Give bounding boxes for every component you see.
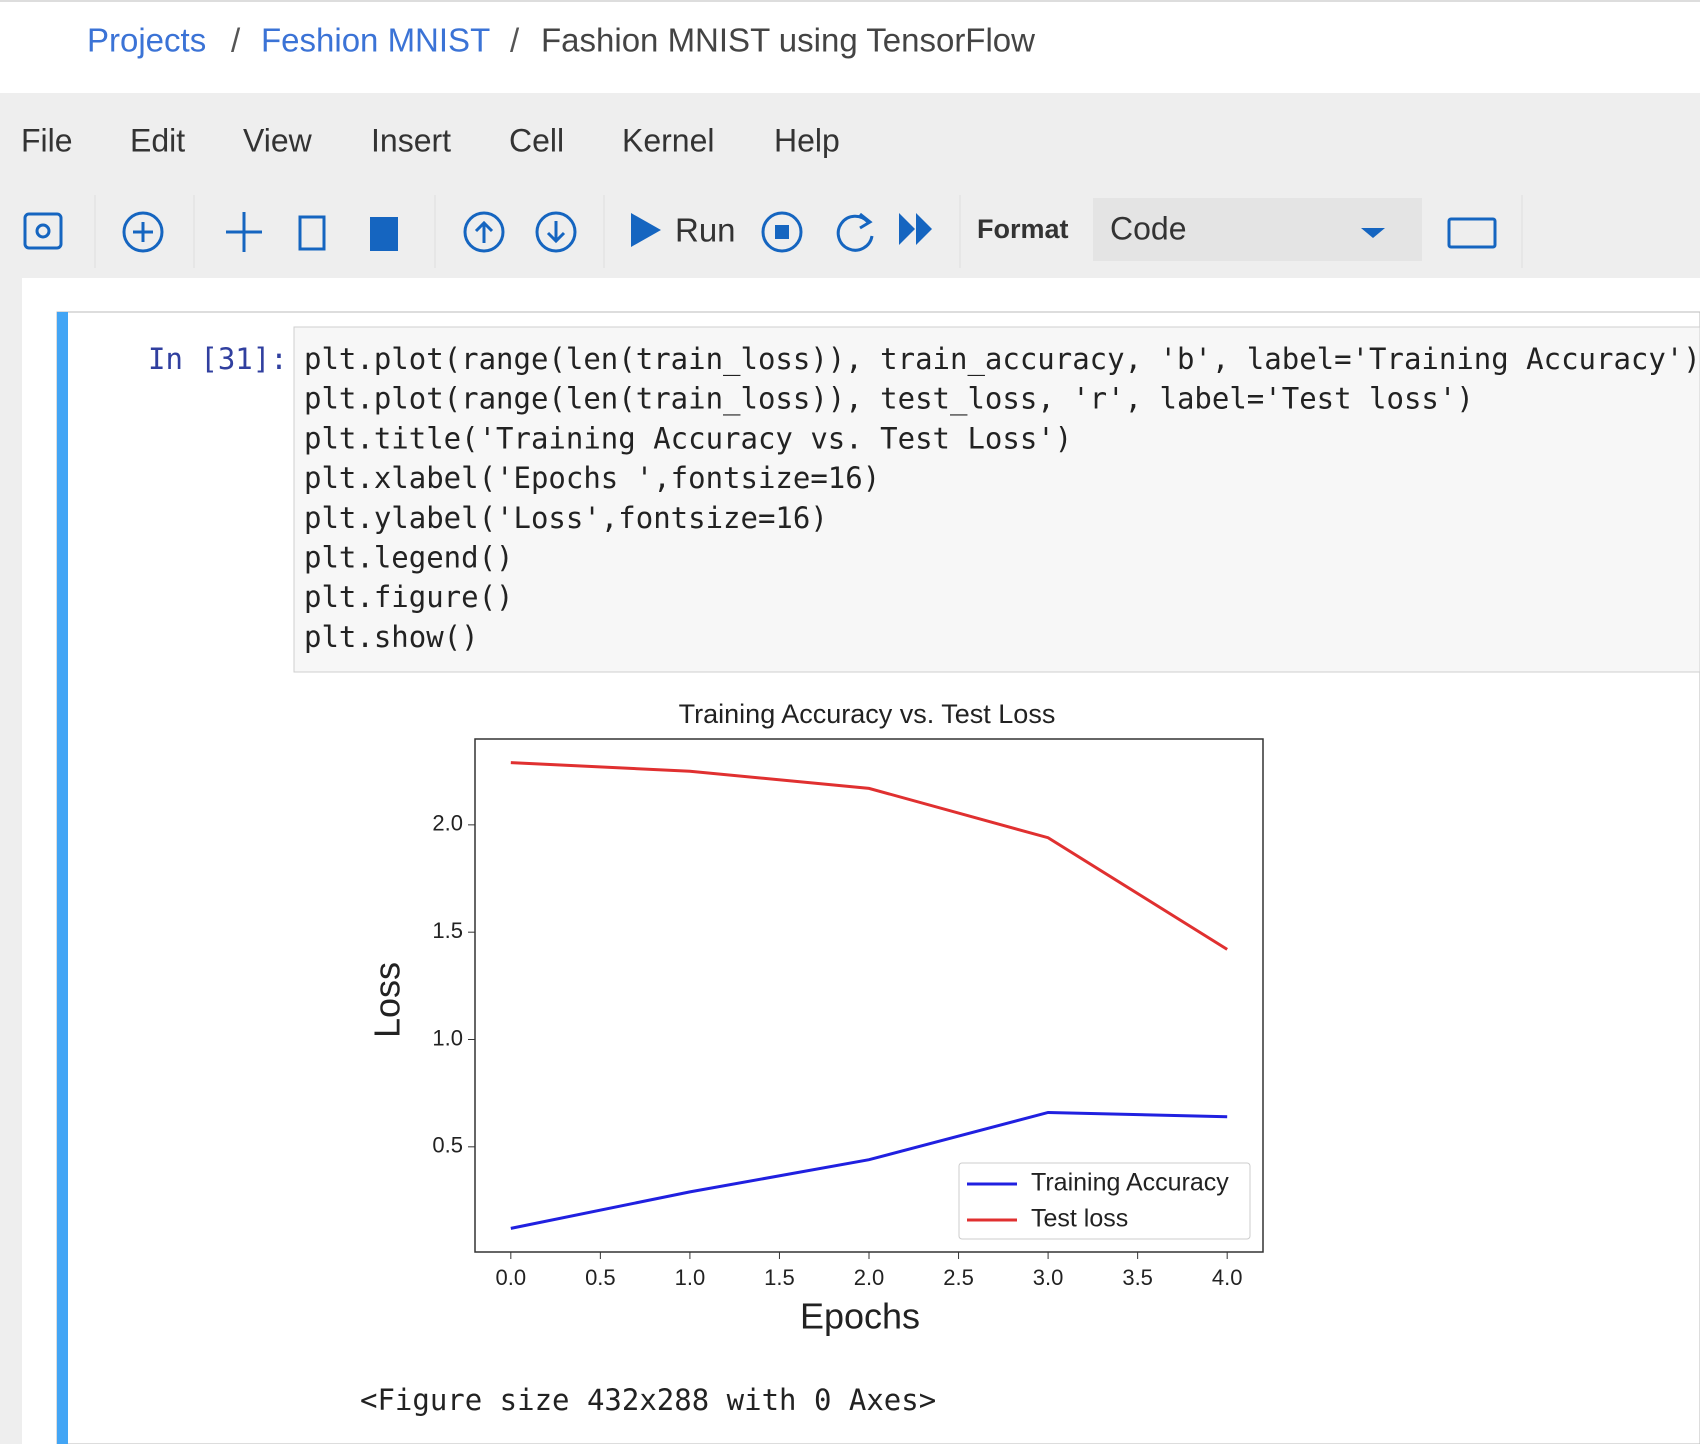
x-tick-label: 0.0 [496, 1265, 527, 1290]
menu-item[interactable]: Edit [130, 122, 185, 158]
keyboard-icon[interactable] [1447, 217, 1497, 249]
code-line: plt.plot(range(len(train_loss)), test_lo… [304, 382, 1474, 417]
code-line: plt.figure() [304, 580, 514, 614]
menu-item[interactable]: Help [774, 122, 840, 158]
dropdown-caret [1361, 228, 1385, 238]
run-label[interactable]: Run [675, 212, 736, 249]
header-bg [0, 0, 1700, 93]
run-icon[interactable] [631, 213, 661, 247]
code-box[interactable] [293, 326, 1700, 673]
y-axis-label: Loss [367, 962, 408, 1038]
menu-item[interactable]: View [243, 122, 313, 158]
cut-icon[interactable] [226, 212, 262, 252]
add-icon[interactable] [122, 211, 164, 253]
chart-title: Training Accuracy vs. Test Loss [679, 699, 1056, 729]
legend-label: Training Accuracy [1031, 1169, 1229, 1197]
data-line [510, 1110, 1228, 1230]
data-line [510, 761, 1228, 951]
menu-item[interactable]: File [21, 122, 73, 158]
code-line: plt.xlabel('Epochs ',fontsize=16) [304, 461, 880, 495]
code-line: plt.legend() [304, 541, 514, 575]
x-tick-label: 3.5 [1122, 1265, 1153, 1290]
cell-prompt: In [31]: [148, 342, 288, 376]
code-line: plt.plot(range(len(train_loss)), train_a… [304, 342, 1700, 377]
run-all-icon[interactable] [899, 213, 932, 245]
breadcrumb-separator: / [510, 22, 520, 59]
x-tick-label: 2.0 [854, 1265, 885, 1290]
x-tick-label: 1.0 [675, 1265, 706, 1290]
legend-label: Test loss [1031, 1205, 1128, 1233]
y-tick-label: 2.0 [432, 811, 463, 836]
y-tick-label: 1.5 [432, 918, 463, 943]
y-tick-label: 0.5 [432, 1133, 463, 1158]
format-value[interactable]: Code [1110, 210, 1187, 246]
breadcrumb-item[interactable]: Feshion MNIST [261, 22, 490, 59]
stop-icon-square [775, 225, 789, 239]
breadcrumb-item[interactable]: Projects [87, 22, 206, 59]
output-text: <Figure size 432x288 with 0 Axes> [360, 1383, 936, 1417]
cell-selected-bar [57, 312, 68, 1444]
y-tick-label: 1.0 [432, 1025, 463, 1050]
x-tick-label: 3.0 [1033, 1265, 1064, 1290]
x-tick-label: 0.5 [585, 1265, 616, 1290]
move-up-icon[interactable] [463, 211, 505, 253]
x-tick-label: 4.0 [1212, 1265, 1243, 1290]
move-up-arrow [474, 220, 494, 243]
code-line: plt.ylabel('Loss',fontsize=16) [304, 501, 828, 535]
toolbar-icons [23, 195, 1523, 268]
save-icon[interactable] [23, 212, 63, 250]
x-axis-label: Epochs [800, 1296, 920, 1337]
copy-icon[interactable] [298, 215, 326, 251]
paste-icon[interactable] [370, 217, 398, 251]
x-tick-label: 2.5 [943, 1265, 974, 1290]
menu-item[interactable]: Insert [371, 122, 451, 158]
breadcrumb-item: Fashion MNIST using TensorFlow [541, 22, 1035, 59]
breadcrumb-separator: / [231, 22, 241, 59]
move-down-icon[interactable] [535, 211, 577, 253]
menu-item[interactable]: Kernel [622, 122, 715, 158]
code-line: plt.show() [304, 620, 479, 654]
legend [958, 1162, 1251, 1240]
menu-item[interactable]: Cell [509, 122, 564, 158]
code-line: plt.title('Training Accuracy vs. Test Lo… [304, 421, 1072, 455]
x-tick-label: 1.5 [764, 1265, 795, 1290]
stop-icon[interactable] [761, 211, 803, 253]
format-label: Format [977, 214, 1069, 244]
move-down-arrow [546, 221, 566, 244]
save-icon-dot [35, 223, 51, 239]
add-icon-plus [133, 222, 153, 242]
restart-icon[interactable] [836, 212, 874, 252]
